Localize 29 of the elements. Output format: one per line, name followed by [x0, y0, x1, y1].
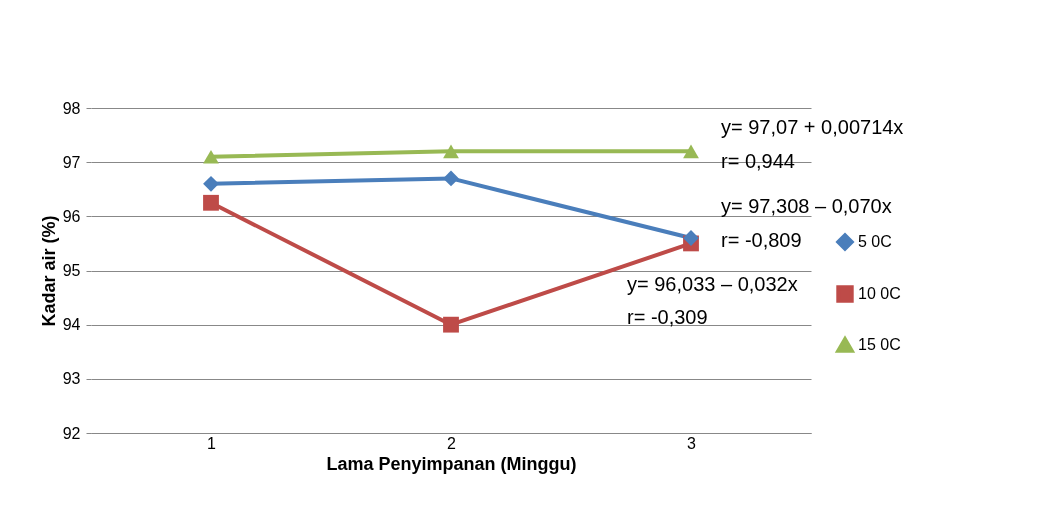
point	[683, 230, 699, 246]
point	[443, 316, 459, 333]
x-axis-title: Lama Penyimpanan (Minggu)	[326, 453, 577, 474]
annotation: y= 97,07 + 0,00714x	[721, 116, 904, 138]
point	[203, 175, 219, 192]
y-tick-label: 97	[62, 153, 81, 171]
annotation: r= -0,309	[627, 306, 708, 328]
legend-label: 5 0C	[858, 233, 892, 250]
x-tick-label: 2	[447, 434, 457, 452]
legend-label: 10 0C	[858, 285, 901, 302]
point	[203, 194, 219, 211]
y-tick-label: 96	[62, 207, 81, 225]
x-tick-label: 1	[207, 434, 217, 452]
annotation: r= 0,944	[721, 150, 795, 172]
point	[203, 149, 219, 164]
y-tick-label: 94	[62, 316, 81, 334]
point	[443, 144, 459, 159]
x-tick-label: 3	[687, 434, 697, 452]
annotation: y= 97,308 – 0,070x	[721, 195, 892, 217]
annotation: r= -0,809	[721, 229, 802, 251]
legend-label: 15 0C	[858, 336, 901, 353]
y-tick-label: 98	[62, 99, 81, 117]
y-tick-label: 95	[62, 262, 81, 279]
y-axis-title: Kadar air (%)	[38, 215, 59, 327]
point	[683, 144, 699, 159]
annotation: y= 96,033 – 0,032x	[627, 273, 798, 295]
y-tick-label: 92	[62, 424, 81, 442]
point	[443, 170, 459, 187]
y-tick-label: 93	[62, 370, 81, 388]
